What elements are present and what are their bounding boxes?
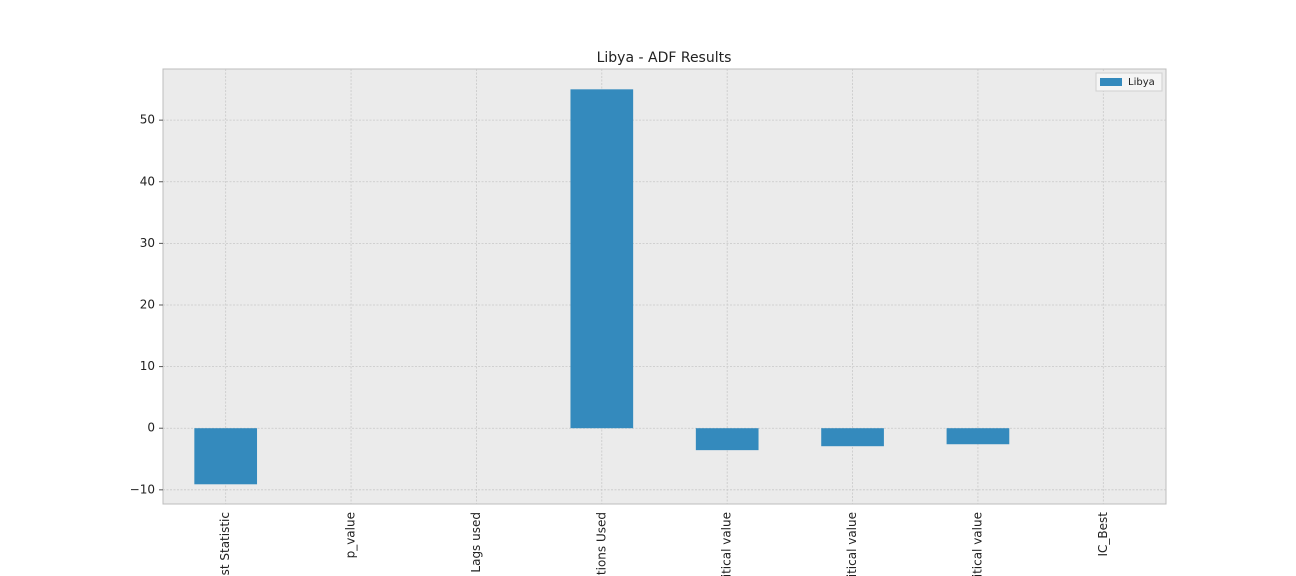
y-tick-label: 40	[140, 174, 155, 188]
y-tick-label: 0	[147, 421, 155, 435]
x-tick-label: Lags used	[469, 512, 483, 573]
x-tick-label: IC_Best	[1096, 512, 1110, 557]
y-tick-label: −10	[130, 482, 155, 496]
bar	[821, 428, 884, 447]
x-tick-label: Number of Observations Used	[594, 512, 608, 576]
y-tick-label: 10	[140, 359, 155, 373]
x-tick-label: p_value	[344, 512, 358, 558]
chart-title: Libya - ADF Results	[597, 50, 732, 66]
y-tick-label: 20	[140, 297, 155, 311]
x-tick-label: 10% Critical value	[970, 512, 984, 576]
y-tick-label: 50	[140, 113, 155, 127]
bar	[695, 428, 759, 451]
bar	[570, 89, 634, 429]
x-tick-label: 1% Critical value	[720, 512, 734, 576]
x-tick-label: Test Statistic	[218, 512, 232, 576]
bar	[194, 428, 258, 485]
y-tick-label: 30	[140, 236, 155, 250]
x-tick-label: 5% Critical value	[845, 512, 859, 576]
bar	[946, 428, 1010, 445]
legend-label: Libya	[1128, 77, 1155, 88]
legend-box	[1095, 72, 1163, 92]
legend-swatch	[1100, 78, 1122, 86]
plot-area	[162, 68, 1167, 505]
